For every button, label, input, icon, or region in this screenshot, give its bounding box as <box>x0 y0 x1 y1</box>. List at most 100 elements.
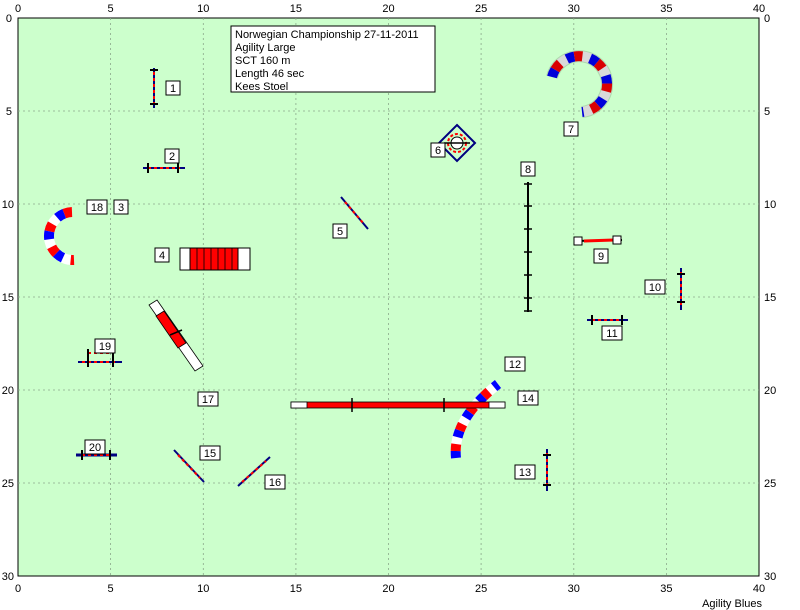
svg-text:12: 12 <box>509 359 521 371</box>
x-tick-label: 40 <box>753 3 765 15</box>
x-tick-label: 0 <box>15 3 21 15</box>
tunnel-12[interactable] <box>450 380 502 459</box>
y-axis-left: 0 5 10 15 20 25 30 <box>2 13 14 583</box>
x-tick-label: 25 <box>475 3 487 15</box>
svg-text:9: 9 <box>598 251 604 263</box>
y-axis-right: 0 5 10 15 20 25 30 <box>764 13 776 583</box>
course-judge: Kees Stoel <box>235 81 288 93</box>
jump-1[interactable] <box>150 68 158 108</box>
number-label-7: 7 <box>563 121 579 137</box>
x-tick-label: 40 <box>753 583 765 595</box>
x-tick-label: 35 <box>660 583 672 595</box>
y-tick-label: 20 <box>2 385 14 397</box>
y-tick-label: 25 <box>2 478 14 490</box>
grid <box>18 18 759 576</box>
x-tick-label: 10 <box>197 3 209 15</box>
x-tick-label: 0 <box>15 583 21 595</box>
svg-text:13: 13 <box>519 467 531 479</box>
jump-13[interactable] <box>543 449 551 491</box>
number-label-6: 6 <box>430 142 446 158</box>
y-tick-label: 30 <box>2 571 14 583</box>
svg-text:20: 20 <box>89 442 101 454</box>
jump-5[interactable] <box>340 196 369 230</box>
tunnel-7[interactable] <box>546 50 614 118</box>
svg-text:5: 5 <box>337 226 343 238</box>
svg-text:16: 16 <box>269 477 281 489</box>
number-label-17: 17 <box>197 391 219 407</box>
number-label-5: 5 <box>332 223 348 239</box>
x-tick-label: 20 <box>382 3 394 15</box>
number-label-10: 10 <box>644 279 666 295</box>
number-label-20: 20 <box>84 439 106 455</box>
y-tick-label: 0 <box>764 13 770 25</box>
y-tick-label: 15 <box>2 292 14 304</box>
number-label-9: 9 <box>593 248 609 264</box>
jump-20[interactable] <box>76 450 117 460</box>
y-tick-label: 5 <box>764 106 770 118</box>
svg-text:3: 3 <box>118 202 124 214</box>
jump-15[interactable] <box>173 449 205 483</box>
obstacle-numbers: 1 2 3 4 5 6 7 8 9 10 11 12 13 14 15 16 1… <box>84 80 666 490</box>
x-tick-label: 20 <box>382 583 394 595</box>
tire-6[interactable] <box>437 123 477 163</box>
course-sct: SCT 160 m <box>235 55 290 67</box>
number-label-15: 15 <box>199 445 221 461</box>
number-label-8: 8 <box>520 161 536 177</box>
jump-16[interactable] <box>237 456 271 487</box>
y-tick-label: 0 <box>6 13 12 25</box>
svg-text:1: 1 <box>170 83 176 95</box>
number-label-14: 14 <box>517 390 539 406</box>
x-tick-label: 15 <box>290 583 302 595</box>
x-tick-label: 5 <box>108 583 114 595</box>
number-label-19: 19 <box>94 338 116 354</box>
svg-text:18: 18 <box>91 202 103 214</box>
number-label-4: 4 <box>154 247 170 263</box>
svg-text:19: 19 <box>99 341 111 353</box>
y-tick-label: 25 <box>764 478 776 490</box>
number-label-3: 3 <box>113 199 129 215</box>
svg-text:4: 4 <box>159 250 165 262</box>
x-tick-label: 25 <box>475 583 487 595</box>
x-tick-label: 15 <box>290 3 302 15</box>
number-label-18: 18 <box>86 199 108 215</box>
y-tick-label: 15 <box>764 292 776 304</box>
dogwalk-14[interactable] <box>290 398 506 412</box>
number-label-13: 13 <box>514 464 536 480</box>
number-label-16: 16 <box>264 474 286 490</box>
svg-text:2: 2 <box>169 151 175 163</box>
tunnel-18[interactable] <box>44 207 75 265</box>
number-label-11: 11 <box>601 325 623 341</box>
course-class: Agility Large <box>235 42 296 54</box>
weave-8[interactable] <box>524 182 532 312</box>
jump-9[interactable] <box>573 235 623 246</box>
svg-text:11: 11 <box>606 328 617 340</box>
course-length: Length 46 sec <box>235 68 305 80</box>
x-tick-label: 30 <box>568 583 580 595</box>
svg-text:17: 17 <box>202 394 214 406</box>
jump-2[interactable] <box>143 163 185 173</box>
x-axis-top: 0 5 10 15 20 25 30 35 40 <box>15 3 765 15</box>
course-title: Norwegian Championship 27-11-2011 <box>235 29 419 41</box>
svg-text:8: 8 <box>525 164 531 176</box>
x-tick-label: 30 <box>568 3 580 15</box>
brand-label: Agility Blues <box>702 598 762 610</box>
seesaw-17[interactable] <box>148 299 204 372</box>
svg-text:15: 15 <box>204 448 216 460</box>
x-tick-label: 35 <box>660 3 672 15</box>
svg-text:6: 6 <box>435 145 441 157</box>
x-tick-label: 10 <box>197 583 209 595</box>
y-tick-label: 5 <box>6 106 12 118</box>
x-axis-bottom: 0 5 10 15 20 25 30 35 40 <box>15 583 765 595</box>
svg-text:14: 14 <box>522 393 534 405</box>
tunnel-4[interactable] <box>179 247 251 271</box>
y-tick-label: 20 <box>764 385 776 397</box>
jump-10[interactable] <box>677 268 685 310</box>
course-info-box: Norwegian Championship 27-11-2011 Agilit… <box>230 25 436 93</box>
y-tick-label: 10 <box>2 199 14 211</box>
y-tick-label: 10 <box>764 199 776 211</box>
x-tick-label: 5 <box>108 3 114 15</box>
svg-text:7: 7 <box>568 124 574 136</box>
jump-11[interactable] <box>587 315 628 325</box>
number-label-1: 1 <box>165 80 181 96</box>
